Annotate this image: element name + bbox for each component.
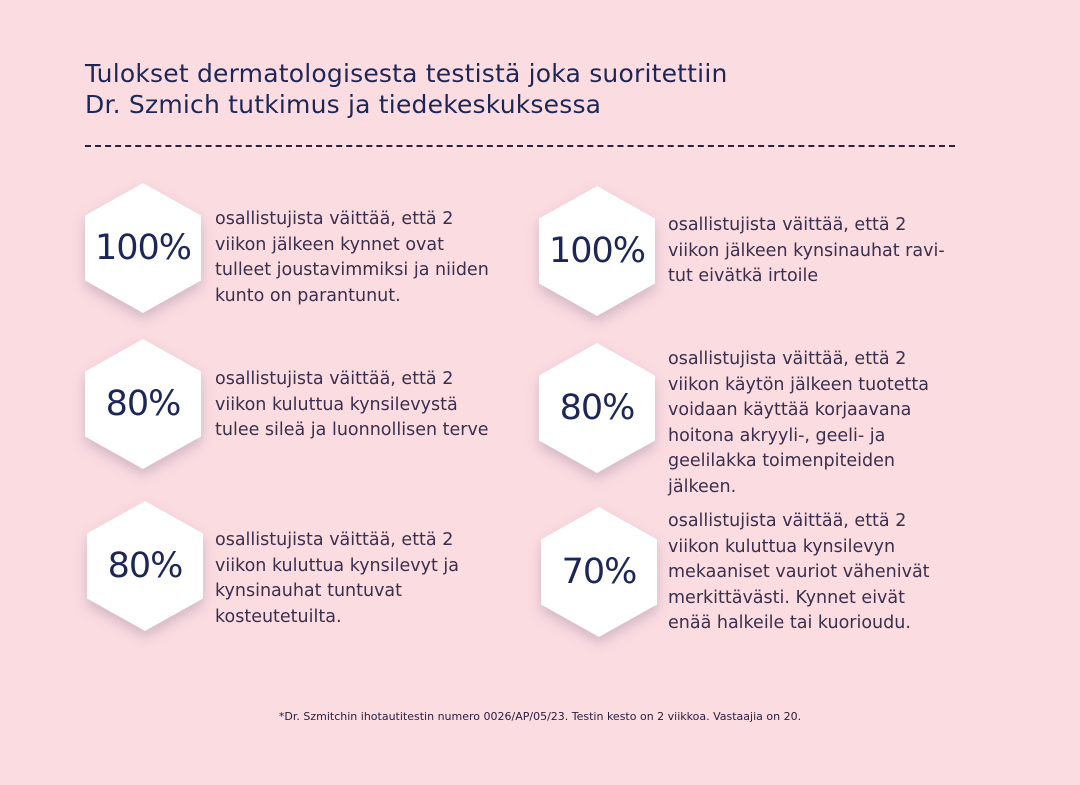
stat-percentage: 70% xyxy=(561,552,638,592)
hexagon-shape: 100% xyxy=(539,186,655,316)
description-line: kynsinauhat tuntuvat xyxy=(215,581,403,601)
description-line: hoitona akryyli-, geeli- ja xyxy=(668,425,886,446)
hexagon-shape: 80% xyxy=(87,501,203,631)
stat-percentage: 100% xyxy=(548,231,646,271)
description-line: osallistujista väittää, että 2 xyxy=(668,349,907,369)
stat-description: osallistujista väittää, että 2 viikon käy… xyxy=(668,347,929,500)
hexagon-badge: 80% xyxy=(87,501,203,631)
stat-percentage: 80% xyxy=(105,384,182,424)
description-line: mekaaniset vauriot vähenivät xyxy=(668,562,930,582)
stat-description: osallistujista väittää, että 2 viikon jäl… xyxy=(215,207,489,309)
description-line: tulleet joustavimmiksi ja niiden xyxy=(215,260,489,280)
stat-description: osallistujista väittää, että 2 viikon kul… xyxy=(215,528,459,630)
hexagon-shape: 70% xyxy=(541,507,657,637)
description-line: osallistujista väittää, että 2 xyxy=(215,530,454,550)
stat-percentage: 80% xyxy=(107,546,184,586)
description-line: geelilakka toimenpiteiden xyxy=(668,451,895,471)
description-line: viikon jälkeen kynnet ovat xyxy=(215,234,444,255)
description-line: enää halkeile tai kuorioudu. xyxy=(668,613,911,633)
description-line: viikon käytön jälkeen tuotetta xyxy=(668,374,929,395)
stat-description: osallistujista väittää, että 2 viikon kul… xyxy=(668,509,930,637)
page-title: Tulokset dermatologisesta testistä joka … xyxy=(85,58,728,120)
hexagon-badge: 70% xyxy=(541,507,657,637)
description-line: voidaan käyttää korjaavana xyxy=(668,400,912,420)
description-line: viikon kuluttua kynsilevyn xyxy=(668,536,896,557)
description-line: osallistujista väittää, että 2 xyxy=(215,209,454,229)
description-line: jälkeen. xyxy=(668,476,737,497)
footnote: *Dr. Szmitchin ihotautitestin numero 002… xyxy=(278,710,802,723)
stat-percentage: 80% xyxy=(559,388,636,428)
hexagon-shape: 80% xyxy=(85,339,201,469)
hexagon-badge: 80% xyxy=(539,343,655,473)
title-line: Dr. Szmich tutkimus ja tiedekeskuksessa xyxy=(85,90,602,119)
description-line: osallistujista väittää, että 2 xyxy=(668,215,907,235)
description-line: tut eivätkä irtoile xyxy=(668,266,819,286)
hexagon-shape: 100% xyxy=(85,183,201,313)
description-line: viikon kuluttua kynsilevystä xyxy=(215,394,458,415)
dashed-divider xyxy=(85,145,955,147)
description-line: kosteutetuilta. xyxy=(215,606,342,627)
description-line: merkittävästi. Kynnet eivät xyxy=(668,587,906,608)
hexagon-badge: 100% xyxy=(85,183,201,313)
hexagon-shape: 80% xyxy=(539,343,655,473)
description-line: viikon jälkeen kynsinauhat ravi- xyxy=(668,240,945,261)
description-line: osallistujista väittää, että 2 xyxy=(668,511,907,531)
hexagon-badge: 80% xyxy=(85,339,201,469)
description-line: kunto on parantunut. xyxy=(215,285,401,306)
description-line: viikon kuluttua kynsilevyt ja xyxy=(215,555,459,576)
description-line: tulee sileä ja luonnollisen terve xyxy=(215,420,489,440)
stat-description: osallistujista väittää, että 2 viikon kul… xyxy=(215,367,489,444)
title-line: Tulokset dermatologisesta testistä joka … xyxy=(85,59,728,88)
description-line: osallistujista väittää, että 2 xyxy=(215,369,454,389)
hexagon-badge: 100% xyxy=(539,186,655,316)
stat-description: osallistujista väittää, että 2 viikon jäl… xyxy=(668,213,945,290)
stat-percentage: 100% xyxy=(94,228,192,268)
